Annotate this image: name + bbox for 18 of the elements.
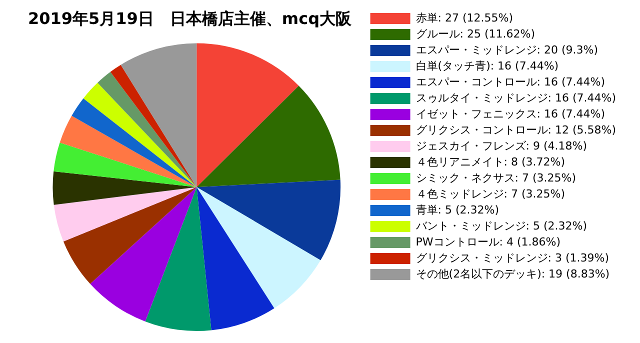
legend-label: グルール: 25 (11.62%): [416, 27, 536, 40]
legend-label: イゼット・フェニックス: 16 (7.44%): [416, 107, 606, 120]
legend-label: シミック・ネクサス: 7 (3.25%): [416, 171, 576, 184]
legend-label: 青単: 5 (2.32%): [416, 203, 500, 216]
legend-label: ４色ミッドレンジ: 7 (3.25%): [416, 187, 566, 200]
legend-label: その他(2名以下のデッキ): 19 (8.83%): [416, 267, 610, 280]
chart-title: 2019年5月19日 日本橋店主催、mcq大阪: [28, 8, 353, 28]
legend-label: エスパー・コントロール: 16 (7.44%): [416, 75, 606, 88]
legend-label: PWコントロール: 4 (1.86%): [416, 235, 561, 248]
legend-label: エスパー・ミッドレンジ: 20 (9.3%): [416, 43, 598, 56]
legend-label: 赤単: 27 (12.55%): [416, 11, 514, 24]
legend-label: グリクシス・ミッドレンジ: 3 (1.39%): [416, 251, 610, 264]
legend-label: ４色リアニメイト: 8 (3.72%): [416, 155, 566, 168]
legend-label: 白単(タッチ青): 16 (7.44%): [416, 59, 559, 72]
legend-label: バント・ミッドレンジ: 5 (2.32%): [414, 219, 588, 232]
legend-label: ジェスカイ・フレンズ: 9 (4.18%): [416, 139, 588, 152]
legend-label: スゥルタイ・ミッドレンジ: 16 (7.44%): [416, 91, 616, 104]
legend-label: グリクシス・コントロール: 12 (5.58%): [416, 123, 616, 136]
